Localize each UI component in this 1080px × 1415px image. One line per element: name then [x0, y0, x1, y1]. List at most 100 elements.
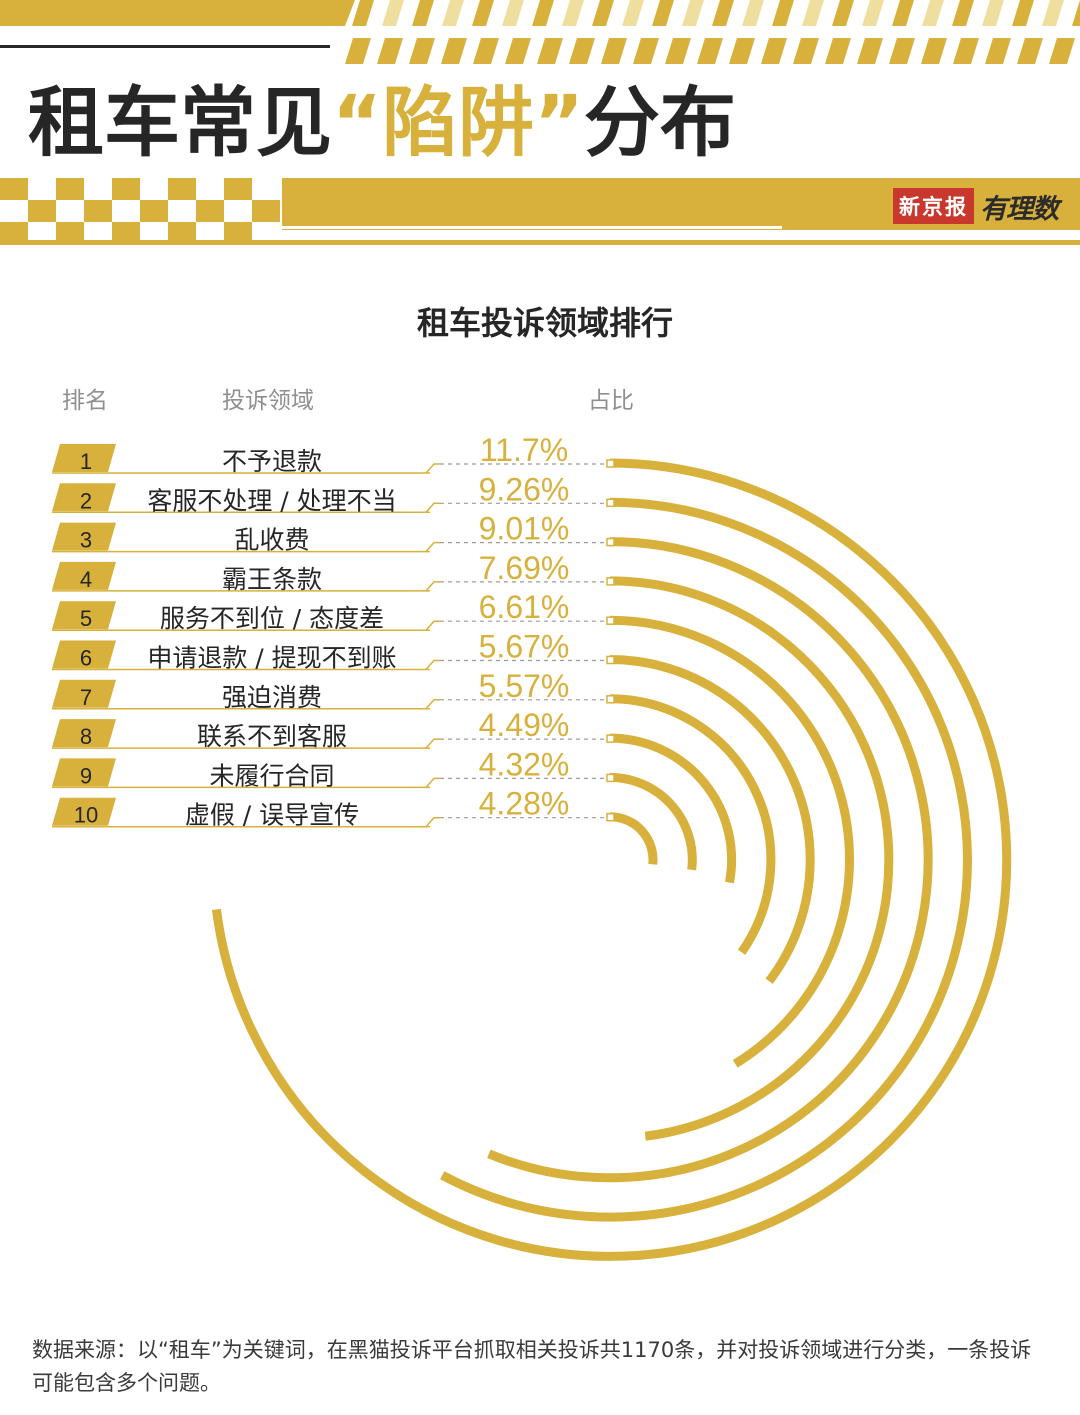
- rank-label: 1: [80, 449, 92, 474]
- leader-arrow: [425, 659, 440, 670]
- header-band-bottom: [0, 240, 1080, 245]
- brand-column-name: 有理数: [980, 193, 1059, 225]
- header-rule-top: [0, 45, 330, 48]
- arc-bar: [609, 772, 697, 871]
- arc-bar: [609, 576, 894, 1141]
- arc-bar: [609, 694, 776, 955]
- header-dash: [682, 0, 704, 26]
- rank-tab: [52, 758, 116, 787]
- header-dash: [633, 38, 659, 64]
- header-dash: [377, 38, 403, 64]
- arc-bar: [609, 615, 854, 1068]
- chart-row: 8 联系不到客服 4.49%: [52, 707, 610, 751]
- checker-square: [252, 200, 280, 222]
- value-label: 6.61%: [479, 589, 570, 625]
- value-label: 11.7%: [480, 432, 568, 468]
- checker-square: [140, 200, 168, 222]
- header-dash: [601, 38, 627, 64]
- header-dash: [697, 38, 723, 64]
- arc-bar: [440, 497, 972, 1222]
- checker-square: [0, 178, 28, 200]
- header-dash: [793, 38, 819, 64]
- category-label: 未履行合同: [209, 761, 334, 790]
- checker-square: [224, 222, 252, 244]
- checker-square: [28, 200, 56, 222]
- chart-title: 租车投诉领域排行: [416, 304, 673, 342]
- header-dash: [921, 38, 947, 64]
- header-dash: [802, 0, 824, 26]
- chart-row: 5 服务不到位 / 态度差 6.61%: [52, 589, 610, 633]
- arc-bar: [609, 733, 737, 884]
- rank-label: 2: [80, 488, 92, 513]
- header-dash: [889, 38, 915, 64]
- value-label: 5.57%: [479, 668, 570, 704]
- header-dash: [652, 0, 674, 26]
- header-dash: [1017, 38, 1043, 64]
- header-dash: [982, 0, 1004, 26]
- header-dash: [1072, 0, 1080, 26]
- header-dash: [772, 0, 794, 26]
- arc-start-marker: [606, 655, 615, 665]
- chart-row: 1 不予退款 11.7%: [52, 432, 610, 476]
- arc-start-marker: [606, 498, 615, 508]
- chart-row: 3 乱收费 9.01%: [52, 511, 610, 555]
- header-dash: [622, 0, 644, 26]
- header-dash: [922, 0, 944, 26]
- checker-square: [168, 178, 196, 200]
- arc-start-marker: [606, 773, 615, 783]
- title-quote: “陷阱”: [332, 78, 584, 167]
- rank-label: 7: [80, 685, 92, 710]
- header-dash: [892, 0, 914, 26]
- value-label: 5.67%: [479, 629, 570, 665]
- header-dash: [952, 0, 974, 26]
- leader-arrow: [425, 738, 440, 749]
- header-dash: [505, 38, 531, 64]
- arc-start-marker: [606, 812, 615, 822]
- column-header-category: 投诉领域: [222, 388, 314, 414]
- leader-arrow: [425, 541, 440, 553]
- rank-tab: [52, 797, 116, 826]
- checker-square: [196, 200, 224, 222]
- ranking-chart: 1 不予退款 11.7% 2 客服不处理 / 处理不当 9.26% 3 乱收费 9.01% 4 霸王…: [52, 432, 1012, 1261]
- chart-row: 7 强迫消费 5.57%: [52, 668, 610, 712]
- header-dash: [592, 0, 614, 26]
- header-dash: [382, 0, 404, 26]
- header-dash: [712, 0, 734, 26]
- header-dash: [472, 0, 494, 26]
- header-dash: [1012, 0, 1034, 26]
- header-dash: [409, 38, 435, 64]
- leader-arrow: [425, 777, 440, 788]
- title-end: 分布: [583, 78, 736, 167]
- value-label: 7.69%: [479, 550, 570, 586]
- category-label: 服务不到位 / 态度差: [160, 604, 384, 633]
- header-dash: [761, 38, 787, 64]
- rank-tab: [52, 679, 116, 708]
- chart-row: 9 未履行合同 4.32%: [52, 746, 610, 790]
- leader-arrow: [425, 463, 440, 474]
- rank-tab: [52, 719, 116, 748]
- leader-arrow: [425, 699, 440, 710]
- header-dash: [441, 38, 467, 64]
- checker-square: [112, 178, 140, 200]
- rank-tab: [52, 444, 116, 472]
- data-source-note: 数据来源：以“租车”为关键词，在黑猫投诉平台抓取相关投诉共1170条，并对投诉领…: [32, 1338, 1032, 1395]
- header-dash: [562, 0, 584, 26]
- checker-square: [56, 222, 84, 244]
- header-dash: [832, 0, 854, 26]
- header-dash: [953, 38, 979, 64]
- category-label: 虚假 / 误导宣传: [185, 801, 359, 830]
- category-label: 申请退款 / 提现不到账: [147, 644, 396, 673]
- checker-square: [224, 178, 252, 200]
- header-dash: [1042, 0, 1064, 26]
- rank-label: 10: [74, 803, 98, 828]
- arc-series: [211, 458, 1012, 1261]
- brand-paper-name: 新京报: [893, 188, 974, 224]
- header-dash: [532, 0, 554, 26]
- value-label: 9.01%: [479, 511, 570, 547]
- header-dash: [985, 38, 1011, 64]
- header-dash: [345, 38, 371, 64]
- arc-start-marker: [606, 695, 615, 704]
- header-dash: [857, 38, 883, 64]
- leader-arrow: [425, 620, 440, 631]
- header-dash: [442, 0, 464, 26]
